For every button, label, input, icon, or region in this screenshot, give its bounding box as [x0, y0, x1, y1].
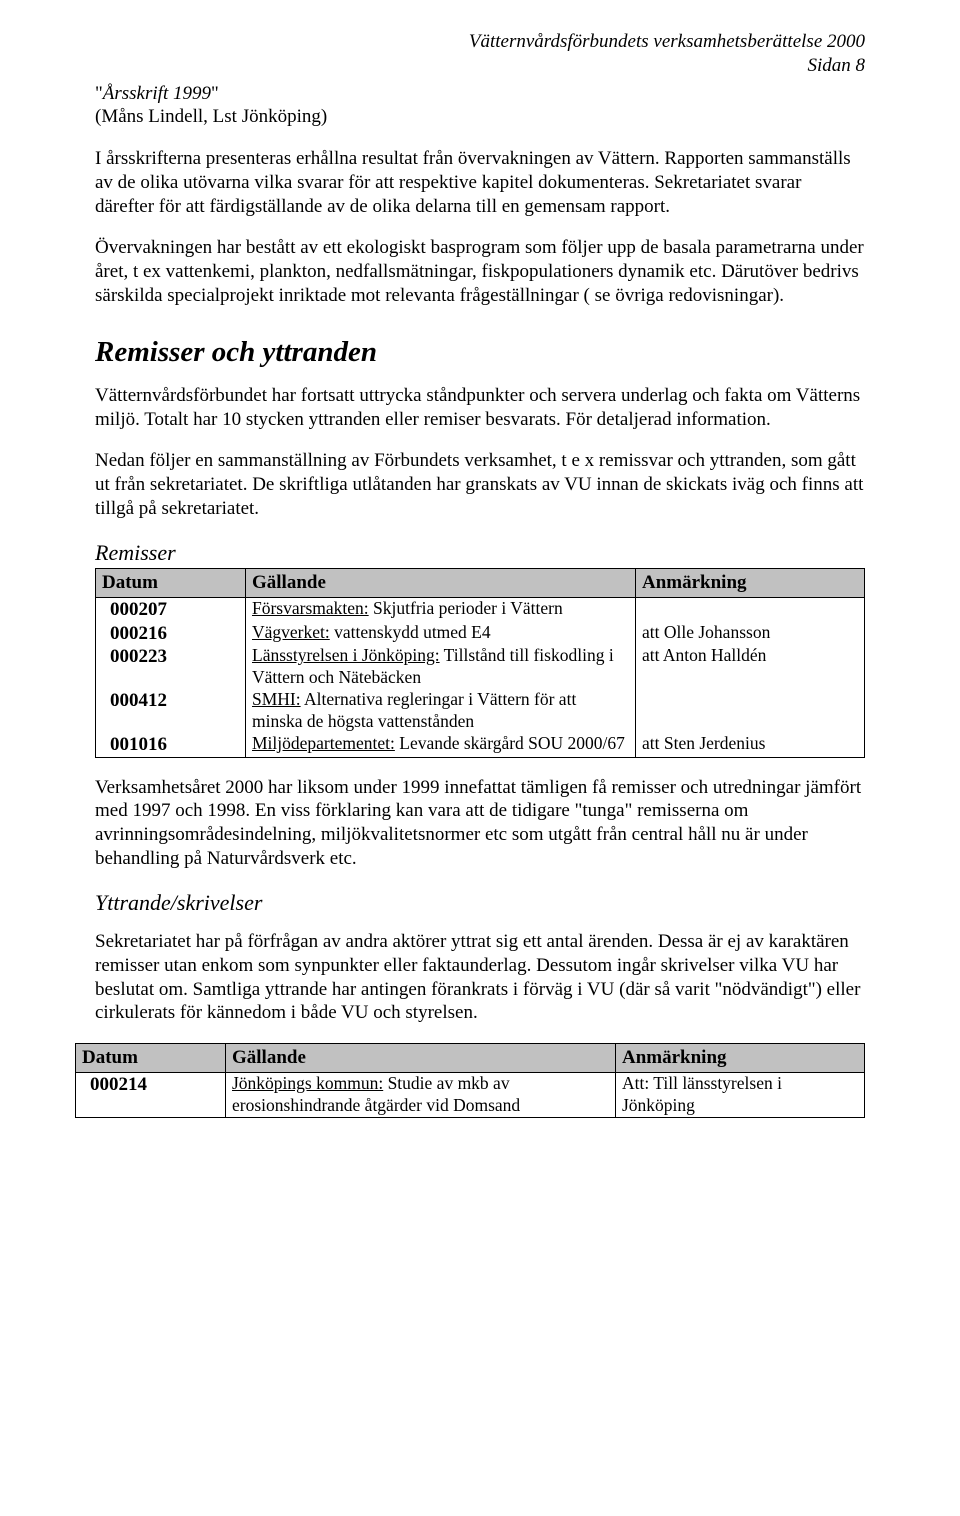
cell-date: 000223 [96, 645, 246, 689]
doc-header-page: Sidan 8 [807, 55, 865, 76]
table-row: 000412 SMHI: Alternativa regleringar i V… [96, 689, 865, 733]
table-header-row: Datum Gällande Anmärkning [96, 569, 865, 598]
table-row: 000207 Försvarsmakten: Skjutfria periode… [96, 597, 865, 621]
table-row: 000216 Vägverket: vattenskydd utmed E4 a… [96, 622, 865, 646]
cell-rest: Alternativa regleringar i Vättern för at… [252, 689, 576, 731]
cell-date: 001016 [96, 733, 246, 757]
cell-rest: Levande skärgård SOU 2000/67 [395, 733, 625, 753]
paragraph-4: Nedan följer en sammanställning av Förbu… [95, 449, 865, 520]
paragraph-3: Vätternvårdsförbundet har fortsatt uttry… [95, 384, 865, 432]
cell-org: Länsstyrelsen i Jönköping: [252, 645, 440, 665]
table-row: 000214 Jönköpings kommun: Studie av mkb … [76, 1072, 865, 1117]
cell-date: 000214 [76, 1072, 226, 1117]
arsskrift-block: "Årsskrift 1999" (Måns Lindell, Lst Jönk… [95, 82, 865, 130]
doc-header-org: Vätternvårdsförbundets verksamhetsberätt… [469, 31, 865, 52]
yttrande-subheading: Yttrande/skrivelser [95, 889, 865, 917]
cell-org: Försvarsmakten: [252, 598, 369, 618]
cell-rest: Skjutfria perioder i Vättern [369, 598, 563, 618]
cell-note: att Sten Jerdenius [636, 733, 865, 757]
cell-note: att Olle Johansson [636, 622, 865, 646]
cell-gallande: Länsstyrelsen i Jönköping: Tillstånd til… [246, 645, 636, 689]
arsskrift-title: Årsskrift 1999 [103, 83, 211, 104]
yttrande-table: Datum Gällande Anmärkning 000214 Jönköpi… [75, 1043, 865, 1118]
paragraph-6: Sekretariatet har på förfrågan av andra … [95, 930, 865, 1025]
th-anmarkning: Anmärkning [636, 569, 865, 598]
cell-date: 000216 [96, 622, 246, 646]
arsskrift-quote-close: " [211, 83, 219, 104]
paragraph-1: I årsskrifterna presenteras erhållna res… [95, 147, 865, 218]
paragraph-2: Övervakningen har bestått av ett ekologi… [95, 236, 865, 307]
cell-note [636, 597, 865, 621]
th-gallande: Gällande [246, 569, 636, 598]
cell-org: SMHI: [252, 689, 301, 709]
cell-org: Miljödepartementet: [252, 733, 395, 753]
cell-note: att Anton Halldén [636, 645, 865, 689]
cell-org: Vägverket: [252, 622, 330, 642]
cell-gallande: Försvarsmakten: Skjutfria perioder i Vät… [246, 597, 636, 621]
table-row: 001016 Miljödepartementet: Levande skärg… [96, 733, 865, 757]
cell-rest: vattenskydd utmed E4 [330, 622, 491, 642]
cell-gallande: SMHI: Alternativa regleringar i Vättern … [246, 689, 636, 733]
table-header-row: Datum Gällande Anmärkning [76, 1044, 865, 1073]
remisser-table: Datum Gällande Anmärkning 000207 Försvar… [95, 568, 865, 758]
th-gallande: Gällande [226, 1044, 616, 1073]
doc-header: Vätternvårdsförbundets verksamhetsberätt… [95, 30, 865, 78]
cell-note [636, 689, 865, 733]
paragraph-5: Verksamhetsåret 2000 har liksom under 19… [95, 776, 865, 871]
th-anmarkning: Anmärkning [616, 1044, 865, 1073]
remisser-subheading: Remisser [95, 539, 865, 567]
section-remisser-heading: Remisser och yttranden [95, 334, 865, 370]
cell-gallande: Jönköpings kommun: Studie av mkb av eros… [226, 1072, 616, 1117]
table-row: 000223 Länsstyrelsen i Jönköping: Tillst… [96, 645, 865, 689]
arsskrift-author: (Måns Lindell, Lst Jönköping) [95, 106, 327, 127]
cell-note: Att: Till länsstyrelsen i Jönköping [616, 1072, 865, 1117]
cell-org: Jönköpings kommun: [232, 1073, 383, 1093]
th-datum: Datum [76, 1044, 226, 1073]
arsskrift-quote-open: " [95, 83, 103, 104]
cell-gallande: Vägverket: vattenskydd utmed E4 [246, 622, 636, 646]
th-datum: Datum [96, 569, 246, 598]
cell-gallande: Miljödepartementet: Levande skärgård SOU… [246, 733, 636, 757]
cell-date: 000207 [96, 597, 246, 621]
cell-date: 000412 [96, 689, 246, 733]
